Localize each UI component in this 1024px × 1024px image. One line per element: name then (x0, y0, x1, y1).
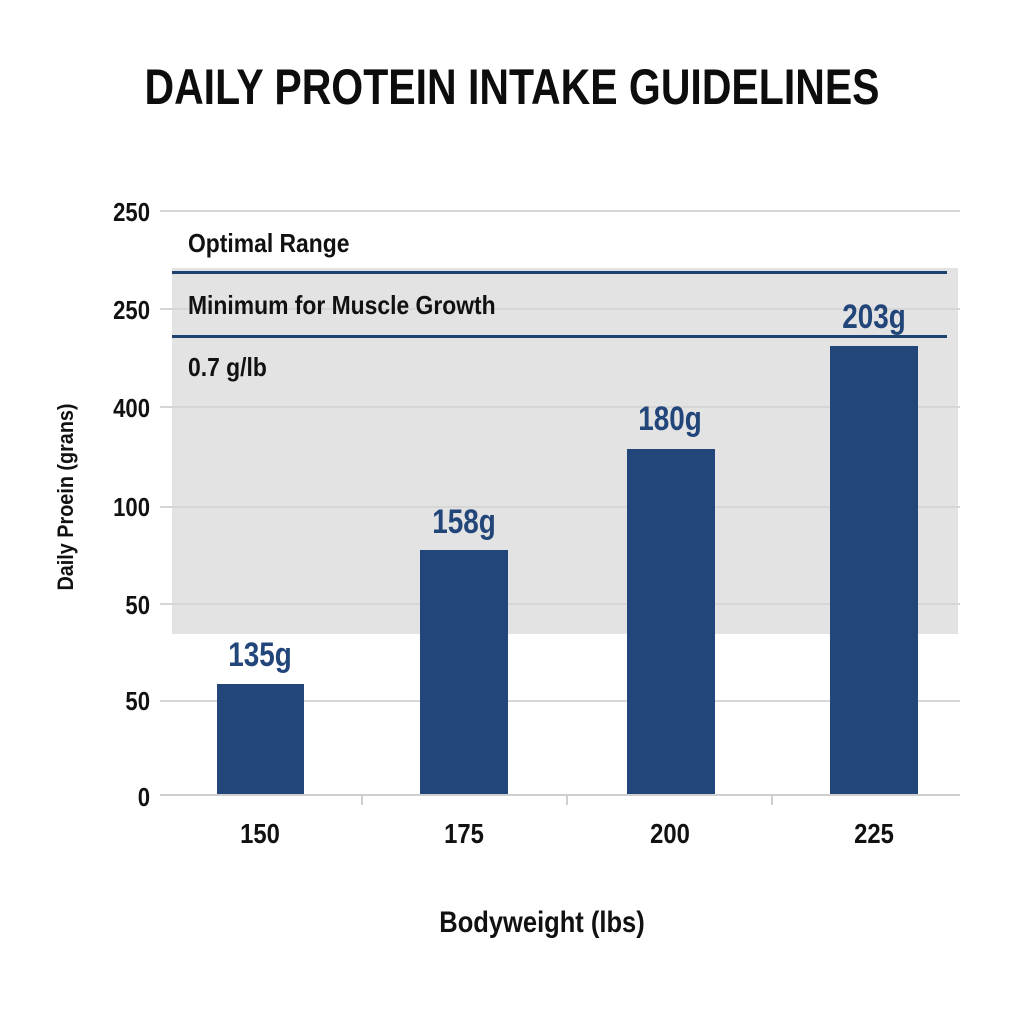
gridline (160, 406, 960, 408)
x-tick-mark (771, 795, 773, 805)
bar-225 (830, 346, 918, 795)
x-tick-label: 200 (650, 818, 690, 849)
gridline (160, 506, 960, 508)
bar-175 (420, 550, 508, 795)
y-tick-label: 400 (113, 393, 150, 423)
bar-value-label: 203g (842, 298, 906, 336)
bar-150 (217, 684, 304, 795)
optimal-range-line (172, 271, 947, 274)
bar-value-label: 158g (432, 503, 496, 541)
y-tick-label: 50 (125, 590, 150, 620)
ratio-label: 0.7 g/lb (188, 352, 267, 382)
x-tick-label: 175 (444, 818, 484, 849)
y-tick-label: 250 (113, 295, 150, 325)
minimum-growth-label: Minimum for Muscle Growth (188, 290, 496, 320)
bar-200 (627, 449, 715, 795)
y-tick-label: 250 (113, 197, 150, 227)
x-axis-title: Bodyweight (lbs) (439, 906, 645, 939)
y-tick-label: 100 (113, 492, 150, 522)
chart-title: DAILY PROTEIN INTAKE GUIDELINES (144, 59, 880, 115)
optimal-range-label: Optimal Range (188, 228, 350, 258)
x-tick-label: 150 (240, 818, 280, 849)
x-axis-line (160, 794, 960, 796)
gridline (160, 700, 960, 702)
minimum-growth-line (172, 335, 947, 338)
y-tick-label: 0 (137, 782, 150, 812)
gridline (160, 603, 960, 605)
x-tick-mark (361, 795, 363, 805)
gridline (160, 308, 960, 310)
bar-value-label: 180g (638, 400, 702, 438)
x-tick-label: 225 (854, 818, 894, 849)
gridline (160, 210, 960, 212)
y-axis-title: Daily Proein (grans) (53, 403, 78, 591)
y-tick-label: 50 (125, 686, 150, 716)
optimal-range-band (172, 268, 958, 634)
bar-value-label: 135g (228, 636, 292, 674)
x-tick-mark (566, 795, 568, 805)
